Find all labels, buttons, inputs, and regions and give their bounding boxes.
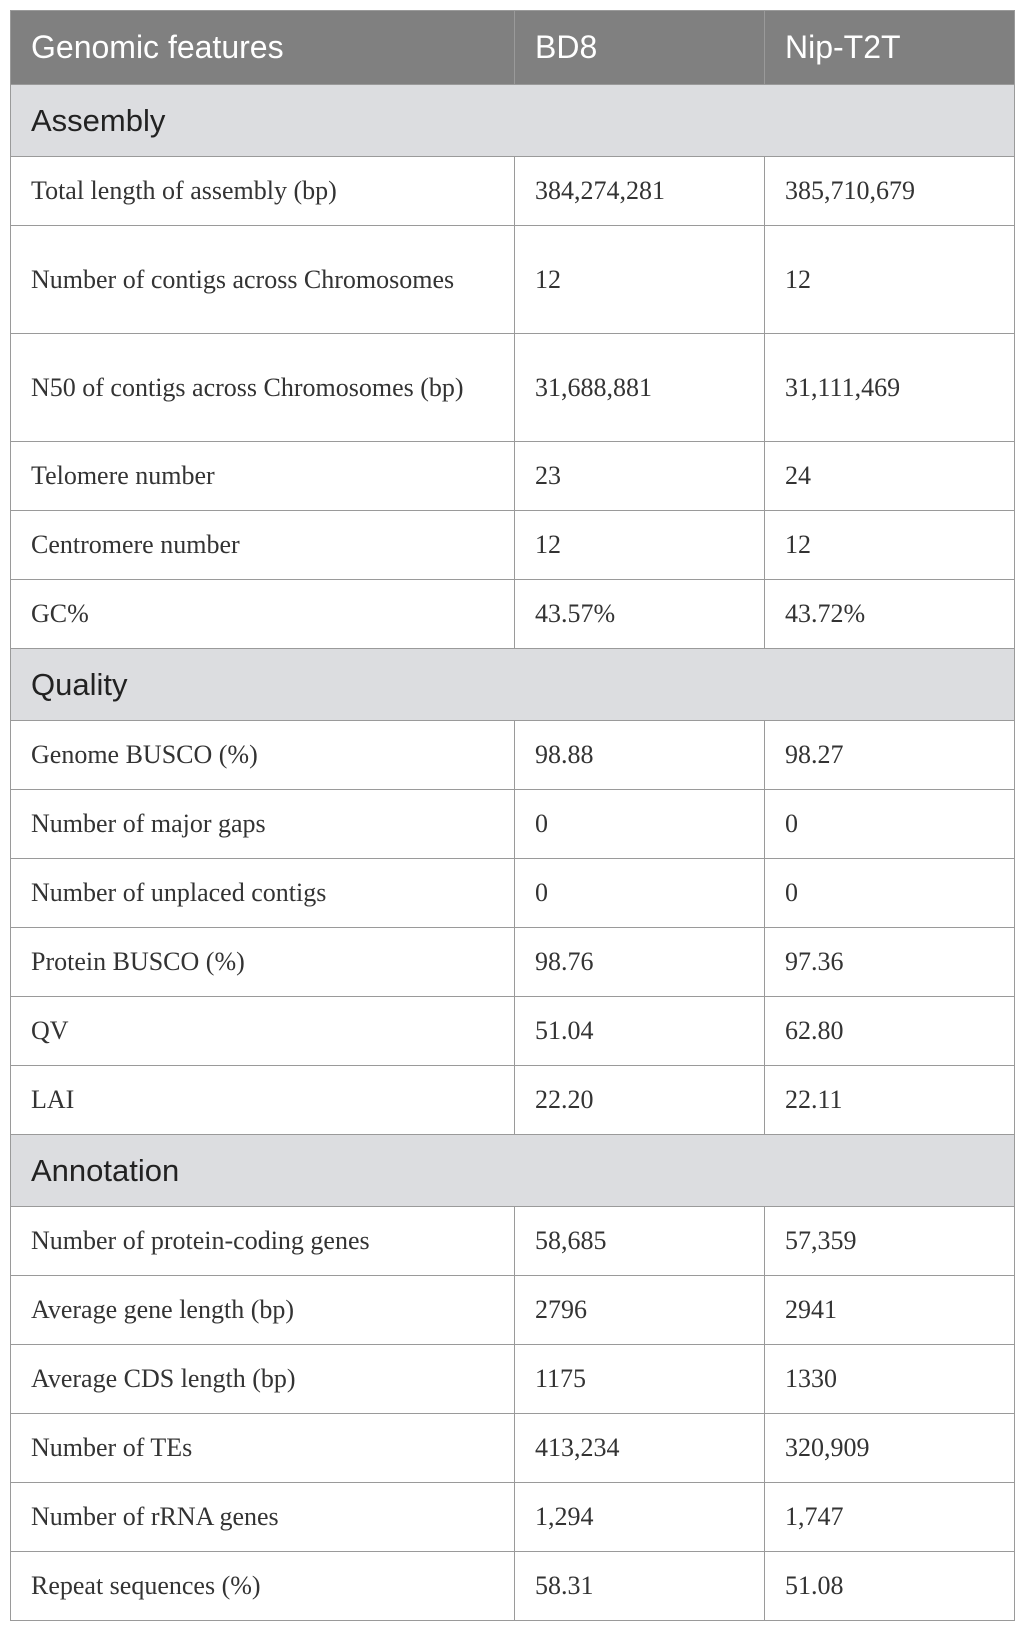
bd8-cell: 0 <box>514 858 765 928</box>
feature-cell: Average CDS length (bp) <box>10 1344 515 1414</box>
nip-t2t-cell: 1330 <box>764 1344 1015 1414</box>
feature-cell: Genome BUSCO (%) <box>10 720 515 790</box>
table-row: Protein BUSCO (%) 98.76 97.36 <box>10 927 1015 997</box>
nip-t2t-cell: 1,747 <box>764 1482 1015 1552</box>
feature-cell: Telomere number <box>10 441 515 511</box>
nip-t2t-cell: 12 <box>764 510 1015 580</box>
bd8-cell: 1175 <box>514 1344 765 1414</box>
bd8-cell: 58.31 <box>514 1551 765 1621</box>
bd8-cell: 0 <box>514 789 765 859</box>
table-row: Average CDS length (bp) 1175 1330 <box>10 1344 1015 1414</box>
bd8-cell: 23 <box>514 441 765 511</box>
nip-t2t-cell: 97.36 <box>764 927 1015 997</box>
nip-t2t-cell: 43.72% <box>764 579 1015 649</box>
nip-t2t-cell: 12 <box>764 225 1015 334</box>
section-row: Annotation <box>10 1134 1015 1207</box>
feature-cell: LAI <box>10 1065 515 1135</box>
table-row: Genome BUSCO (%) 98.88 98.27 <box>10 720 1015 790</box>
bd8-cell: 98.88 <box>514 720 765 790</box>
table-row: Repeat sequences (%) 58.31 51.08 <box>10 1551 1015 1621</box>
table-row: Number of major gaps 0 0 <box>10 789 1015 859</box>
feature-cell: Average gene length (bp) <box>10 1275 515 1345</box>
nip-t2t-cell: 0 <box>764 789 1015 859</box>
nip-t2t-cell: 24 <box>764 441 1015 511</box>
feature-cell: Total length of assembly (bp) <box>10 156 515 226</box>
bd8-cell: 12 <box>514 225 765 334</box>
nip-t2t-cell: 0 <box>764 858 1015 928</box>
table-row: Number of TEs 413,234 320,909 <box>10 1413 1015 1483</box>
feature-cell: Number of rRNA genes <box>10 1482 515 1552</box>
bd8-cell: 58,685 <box>514 1206 765 1276</box>
header-feature: Genomic features <box>10 10 515 85</box>
bd8-cell: 31,688,881 <box>514 333 765 442</box>
bd8-cell: 12 <box>514 510 765 580</box>
bd8-cell: 51.04 <box>514 996 765 1066</box>
feature-cell: Centromere number <box>10 510 515 580</box>
bd8-cell: 2796 <box>514 1275 765 1345</box>
header-bd8: BD8 <box>514 10 765 85</box>
section-row: Assembly <box>10 84 1015 157</box>
table-row: Centromere number 12 12 <box>10 510 1015 580</box>
header-nip-t2t: Nip-T2T <box>764 10 1015 85</box>
feature-cell: QV <box>10 996 515 1066</box>
feature-cell: Number of TEs <box>10 1413 515 1483</box>
bd8-cell: 1,294 <box>514 1482 765 1552</box>
feature-cell: Number of major gaps <box>10 789 515 859</box>
section-row: Quality <box>10 648 1015 721</box>
feature-cell: N50 of contigs across Chromosomes (bp) <box>10 333 515 442</box>
nip-t2t-cell: 98.27 <box>764 720 1015 790</box>
table-row: Number of unplaced contigs 0 0 <box>10 858 1015 928</box>
table-row: Number of contigs across Chromosomes 12 12 <box>10 225 1015 334</box>
table-row: Telomere number 23 24 <box>10 441 1015 511</box>
table-row: N50 of contigs across Chromosomes (bp) 31… <box>10 333 1015 442</box>
feature-cell: GC% <box>10 579 515 649</box>
bd8-cell: 98.76 <box>514 927 765 997</box>
header-row: Genomic features BD8 Nip-T2T <box>10 10 1015 85</box>
bd8-cell: 43.57% <box>514 579 765 649</box>
table-row: Total length of assembly (bp) 384,274,281… <box>10 156 1015 226</box>
section-title: Assembly <box>10 84 1015 157</box>
table-row: GC% 43.57% 43.72% <box>10 579 1015 649</box>
bd8-cell: 384,274,281 <box>514 156 765 226</box>
bd8-cell: 22.20 <box>514 1065 765 1135</box>
section-title: Annotation <box>10 1134 1015 1207</box>
section-title: Quality <box>10 648 1015 721</box>
feature-cell: Number of unplaced contigs <box>10 858 515 928</box>
feature-cell: Protein BUSCO (%) <box>10 927 515 997</box>
genomic-features-table: Genomic features BD8 Nip-T2T Assembly Tot… <box>10 10 1015 1621</box>
feature-cell: Repeat sequences (%) <box>10 1551 515 1621</box>
bd8-cell: 413,234 <box>514 1413 765 1483</box>
nip-t2t-cell: 51.08 <box>764 1551 1015 1621</box>
table-row: QV 51.04 62.80 <box>10 996 1015 1066</box>
nip-t2t-cell: 2941 <box>764 1275 1015 1345</box>
nip-t2t-cell: 22.11 <box>764 1065 1015 1135</box>
nip-t2t-cell: 57,359 <box>764 1206 1015 1276</box>
table-row: LAI 22.20 22.11 <box>10 1065 1015 1135</box>
feature-cell: Number of contigs across Chromosomes <box>10 225 515 334</box>
nip-t2t-cell: 320,909 <box>764 1413 1015 1483</box>
feature-cell: Number of protein-coding genes <box>10 1206 515 1276</box>
nip-t2t-cell: 31,111,469 <box>764 333 1015 442</box>
nip-t2t-cell: 62.80 <box>764 996 1015 1066</box>
table-row: Average gene length (bp) 2796 2941 <box>10 1275 1015 1345</box>
nip-t2t-cell: 385,710,679 <box>764 156 1015 226</box>
table-row: Number of rRNA genes 1,294 1,747 <box>10 1482 1015 1552</box>
table-row: Number of protein-coding genes 58,685 57,3… <box>10 1206 1015 1276</box>
